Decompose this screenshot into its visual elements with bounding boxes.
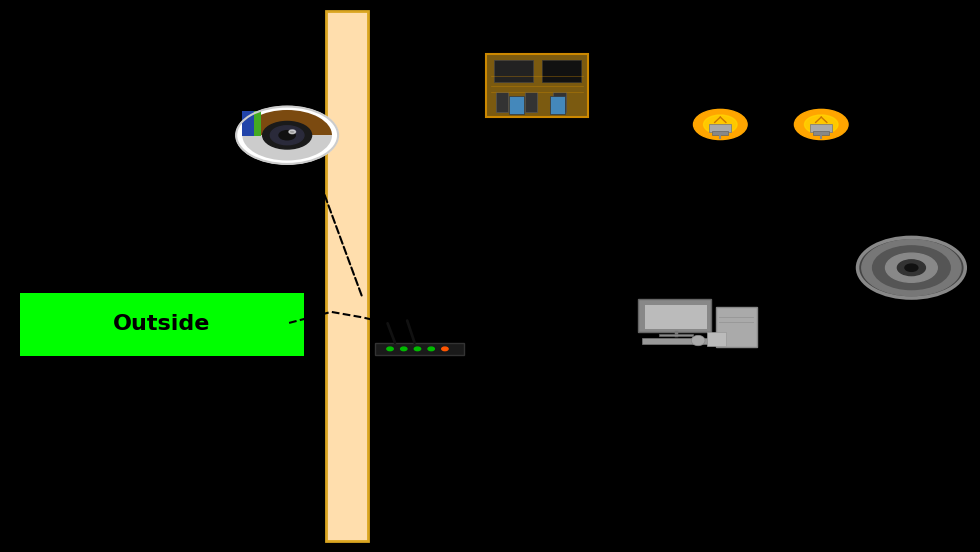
Wedge shape	[242, 135, 332, 161]
Circle shape	[428, 347, 434, 351]
Bar	[551, 97, 564, 114]
Wedge shape	[242, 110, 332, 135]
Circle shape	[442, 347, 448, 351]
Bar	[20, 293, 304, 356]
Circle shape	[872, 246, 951, 290]
Bar	[254, 110, 261, 136]
Bar	[486, 54, 588, 118]
Bar	[496, 92, 509, 113]
Circle shape	[279, 131, 295, 140]
Circle shape	[704, 115, 737, 134]
Circle shape	[858, 237, 965, 298]
Bar	[554, 92, 565, 113]
Bar	[326, 11, 368, 541]
Circle shape	[263, 121, 312, 149]
Bar	[375, 343, 464, 355]
Bar	[542, 60, 581, 82]
Ellipse shape	[691, 335, 705, 346]
Bar	[712, 131, 728, 135]
Circle shape	[694, 109, 747, 140]
Text: Wall: Wall	[280, 267, 316, 285]
Circle shape	[898, 260, 925, 275]
Circle shape	[415, 347, 420, 351]
Bar	[524, 92, 537, 113]
Bar	[708, 332, 726, 346]
Bar	[510, 97, 523, 114]
Circle shape	[861, 240, 961, 296]
Circle shape	[886, 253, 937, 282]
Bar	[242, 110, 254, 136]
Bar	[813, 131, 829, 135]
Text: Outside: Outside	[113, 314, 211, 335]
Circle shape	[795, 109, 848, 140]
Bar	[494, 60, 533, 82]
Circle shape	[236, 107, 338, 164]
Circle shape	[805, 115, 838, 134]
Bar	[716, 307, 758, 348]
Circle shape	[905, 264, 918, 272]
Bar	[639, 299, 710, 332]
Bar	[710, 124, 731, 132]
Circle shape	[270, 126, 304, 145]
Circle shape	[401, 347, 407, 351]
Bar	[645, 305, 707, 328]
Circle shape	[289, 130, 296, 134]
Bar	[810, 124, 832, 132]
Bar	[642, 338, 708, 343]
Circle shape	[387, 347, 393, 351]
Bar	[659, 333, 694, 336]
